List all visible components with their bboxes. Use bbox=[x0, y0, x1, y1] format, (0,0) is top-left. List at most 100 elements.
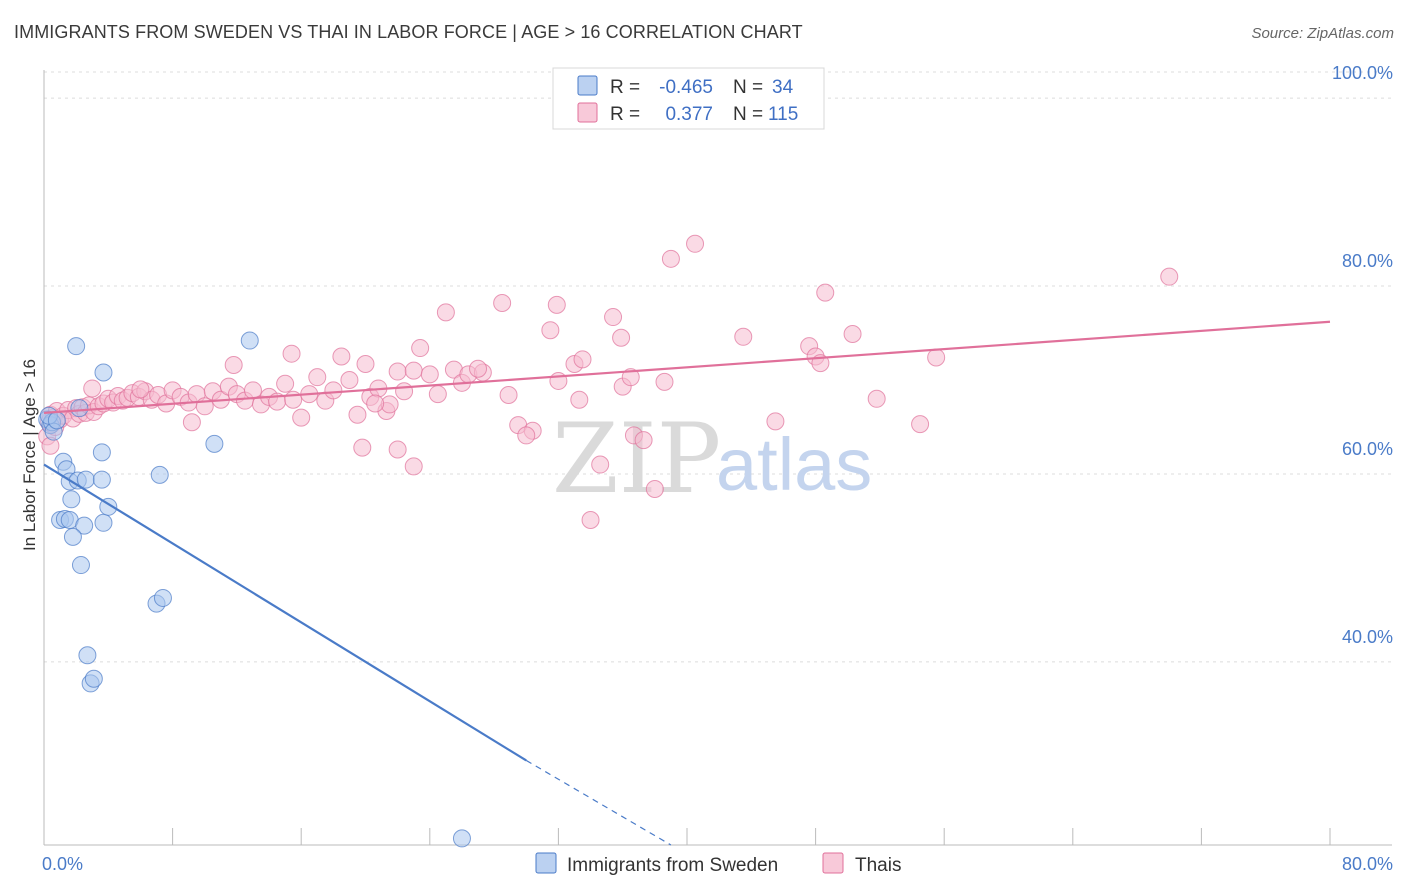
thai-point-81 bbox=[604, 308, 623, 327]
watermark-zip: ZIP bbox=[552, 403, 721, 515]
thai-point-100 bbox=[927, 348, 946, 367]
sweden-point-30 bbox=[78, 646, 97, 665]
legend-n-label-thai: N = bbox=[733, 104, 763, 125]
y-tick-label-3: 100.0% bbox=[1332, 63, 1393, 83]
thai-point-74 bbox=[541, 321, 560, 340]
sweden-point-15 bbox=[94, 513, 113, 532]
legend-n-label-sweden: N = bbox=[733, 77, 763, 98]
sweden-point-18 bbox=[92, 443, 111, 462]
thai-point-90 bbox=[686, 234, 705, 253]
trend-lines bbox=[43, 320, 1331, 846]
legend-n-value-sweden: 34 bbox=[772, 77, 794, 98]
sweden-point-5 bbox=[47, 411, 66, 430]
sweden-point-21 bbox=[67, 337, 86, 356]
bottom-legend: Immigrants from Sweden Thais bbox=[535, 852, 901, 876]
thai-point-59 bbox=[388, 362, 407, 381]
y-axis-label: In Labor Force | Age > 16 bbox=[20, 359, 39, 551]
thai-point-108 bbox=[224, 355, 243, 374]
thai-point-60 bbox=[395, 382, 414, 401]
thai-point-75 bbox=[547, 295, 566, 314]
sweden-point-23 bbox=[70, 399, 89, 418]
thai-point-64 bbox=[428, 385, 447, 404]
thai-point-50 bbox=[324, 381, 343, 400]
thai-point-110 bbox=[182, 413, 201, 432]
y-tick-label-2: 80.0% bbox=[1342, 251, 1393, 271]
y-tick-label-0: 40.0% bbox=[1342, 627, 1393, 647]
thai-point-112 bbox=[83, 379, 102, 398]
thai-point-111 bbox=[131, 380, 150, 399]
trend-line-sweden bbox=[43, 463, 527, 762]
sweden-point-20 bbox=[94, 363, 113, 382]
thai-point-98 bbox=[867, 389, 886, 408]
thai-point-78 bbox=[570, 390, 589, 409]
chart-title: IMMIGRANTS FROM SWEDEN VS THAI IN LABOR … bbox=[14, 22, 803, 42]
x-tick-label-first: 0.0% bbox=[42, 854, 83, 874]
legend-swatch-thai bbox=[577, 102, 598, 123]
thai-point-91 bbox=[734, 327, 753, 346]
thai-point-101 bbox=[1160, 267, 1179, 286]
thai-point-92 bbox=[766, 412, 785, 431]
trend-line-sweden-extension bbox=[525, 759, 672, 846]
sweden-point-27 bbox=[205, 434, 224, 453]
watermark: ZIP atlas bbox=[552, 403, 872, 515]
sweden-point-8 bbox=[62, 490, 81, 509]
thai-point-63 bbox=[420, 365, 439, 384]
sweden-point-26 bbox=[150, 465, 169, 484]
sweden-point-25 bbox=[71, 556, 90, 575]
thai-point-54 bbox=[356, 355, 375, 374]
bottom-legend-swatch-sweden bbox=[535, 852, 557, 874]
thai-point-87 bbox=[645, 479, 664, 498]
source-credit: Source: ZipAtlas.com bbox=[1251, 25, 1394, 42]
thai-point-51 bbox=[332, 347, 351, 366]
thai-point-79 bbox=[581, 510, 600, 529]
thai-point-84 bbox=[621, 368, 640, 387]
bottom-legend-swatch-thai bbox=[822, 852, 844, 874]
thai-point-46 bbox=[292, 408, 311, 427]
thai-point-52 bbox=[340, 371, 359, 389]
thai-point-70 bbox=[493, 293, 512, 312]
thai-point-86 bbox=[634, 431, 653, 450]
thai-point-102 bbox=[353, 438, 372, 457]
thai-point-71 bbox=[499, 386, 518, 405]
sweden-point-33 bbox=[452, 829, 471, 848]
legend-r-value-thai: 0.377 bbox=[665, 104, 713, 125]
axes bbox=[43, 70, 1392, 846]
legend-r-value-sweden: -0.465 bbox=[659, 77, 713, 98]
thai-point-114 bbox=[366, 394, 385, 413]
legend-r-label-sweden: R = bbox=[610, 77, 640, 98]
grid-lines bbox=[44, 71, 1392, 663]
legend-n-value-thai: 115 bbox=[768, 104, 798, 125]
sweden-point-19 bbox=[92, 470, 111, 489]
thai-point-82 bbox=[612, 328, 631, 347]
sweden-point-22 bbox=[240, 331, 259, 350]
thai-point-97 bbox=[843, 324, 862, 343]
thai-point-48 bbox=[308, 368, 327, 387]
thai-point-65 bbox=[436, 303, 455, 322]
thai-point-99 bbox=[911, 415, 930, 434]
x-tick-label-last: 80.0% bbox=[1342, 854, 1393, 874]
thai-point-105 bbox=[517, 426, 536, 445]
legend-frame bbox=[552, 67, 825, 130]
y-tick-label-1: 60.0% bbox=[1342, 439, 1393, 459]
legend-r-label-thai: R = bbox=[610, 104, 640, 125]
thai-point-96 bbox=[816, 283, 835, 302]
thai-point-107 bbox=[469, 359, 488, 378]
bottom-legend-label-sweden: Immigrants from Sweden bbox=[567, 855, 778, 876]
thai-point-44 bbox=[276, 374, 295, 393]
thai-point-106 bbox=[573, 350, 592, 369]
sweden-point-32 bbox=[84, 669, 103, 688]
sweden-point-24 bbox=[63, 527, 82, 546]
thai-point-80 bbox=[591, 455, 610, 474]
thai-point-88 bbox=[655, 372, 674, 391]
thai-point-104 bbox=[404, 457, 423, 476]
thai-point-103 bbox=[388, 440, 407, 459]
legend-swatch-sweden bbox=[577, 75, 598, 96]
thai-point-89 bbox=[661, 249, 680, 268]
bottom-legend-label-thai: Thais bbox=[855, 855, 901, 876]
sweden-point-29 bbox=[153, 588, 172, 607]
tick-labels: 40.0% 60.0% 80.0% 100.0% 0.0% 80.0% bbox=[42, 63, 1393, 874]
thai-point-62 bbox=[411, 339, 430, 358]
trend-line-thai bbox=[43, 320, 1331, 414]
thai-point-109 bbox=[282, 344, 301, 363]
